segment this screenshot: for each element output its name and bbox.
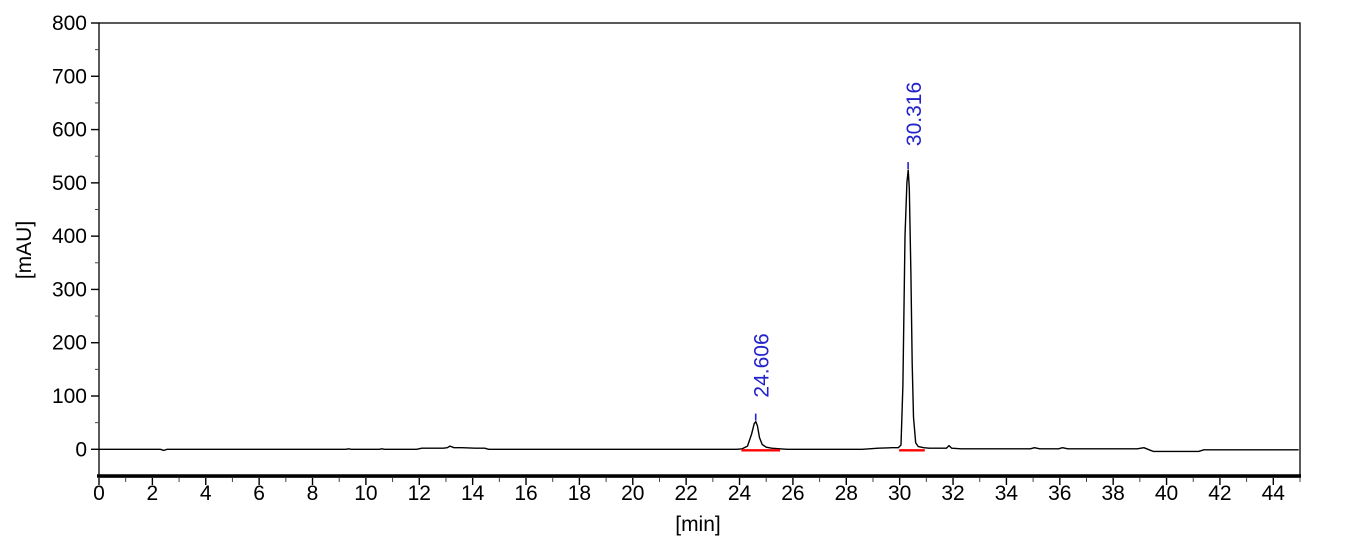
y-axis-tick-label: 800 [52,12,87,35]
x-axis-tick-label: 26 [781,482,804,505]
y-axis-tick-label: 300 [52,278,87,301]
x-axis-tick-label: 18 [568,482,591,505]
x-axis-tick-label: 28 [835,482,858,505]
x-axis-title: [min] [675,513,721,536]
x-axis-tick-label: 30 [888,482,911,505]
x-axis-tick-label: 40 [1155,482,1178,505]
x-axis-tick-label: 42 [1208,482,1231,505]
y-axis-tick-label: 200 [52,332,87,355]
y-axis-tick-label: 700 [52,65,87,88]
x-axis-tick-label: 10 [354,482,377,505]
x-axis-tick-label: 4 [200,482,212,505]
x-axis-tick-label: 34 [995,482,1019,505]
plot-border [98,22,1301,478]
peak-retention-time-label: 24.606 [751,333,774,397]
y-axis-title: [mAU] [13,221,36,279]
y-axis-tick-label: 0 [75,438,87,461]
x-axis-tick-label: 0 [93,482,105,505]
x-axis-tick-label: 24 [728,482,752,505]
y-axis-tick-label: 600 [52,119,87,142]
x-axis-tick-label: 14 [461,482,485,505]
x-axis-tick-label: 6 [253,482,265,505]
x-axis-tick-label: 12 [408,482,431,505]
x-axis-tick-label: 16 [514,482,537,505]
x-axis-tick-label: 44 [1262,482,1286,505]
x-axis-tick-label: 22 [674,482,697,505]
chromatogram-trace [99,169,1299,453]
peak-retention-time-label: 30.316 [903,82,926,146]
y-axis-tick-label: 400 [52,225,87,248]
x-axis-tick-label: 2 [147,482,159,505]
x-axis-tick-label: 8 [307,482,319,505]
x-axis-tick-label: 36 [1048,482,1071,505]
x-axis-tick-label: 20 [621,482,644,505]
y-axis-tick-label: 100 [52,385,87,408]
x-axis-tick-label: 32 [941,482,964,505]
y-axis-tick-label: 500 [52,172,87,195]
x-axis-tick-label: 38 [1101,482,1124,505]
